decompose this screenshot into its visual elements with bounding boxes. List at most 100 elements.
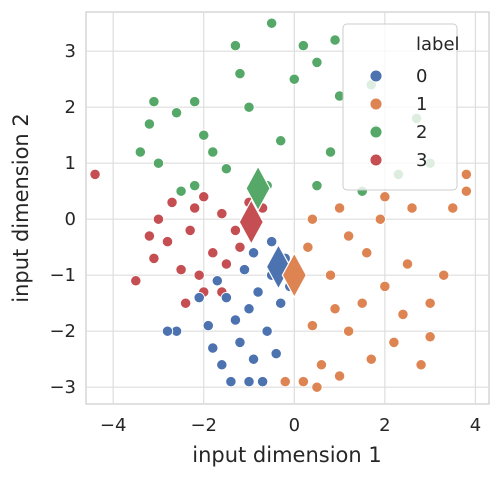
data-point-label-2 <box>198 129 210 141</box>
y-tick-label: 0 <box>65 209 76 230</box>
x-tick-label: −2 <box>190 415 217 436</box>
data-point-label-1 <box>342 230 355 242</box>
data-point-label-3 <box>143 230 156 242</box>
data-point-label-0 <box>211 275 223 287</box>
data-point-label-3 <box>130 275 142 287</box>
x-axis-label: input dimension 1 <box>192 443 382 467</box>
data-point-label-1 <box>379 280 391 293</box>
data-point-label-2 <box>324 146 337 158</box>
data-point-label-3 <box>189 202 201 214</box>
data-point-label-3 <box>179 297 192 309</box>
legend-marker-3 <box>369 153 383 167</box>
legend: label 0 1 2 3 <box>342 23 460 191</box>
data-point-label-3 <box>148 252 160 265</box>
data-point-label-0 <box>275 297 287 309</box>
data-point-label-1 <box>315 359 328 371</box>
data-point-label-2 <box>329 34 341 46</box>
data-point-label-0 <box>220 291 233 304</box>
data-point-label-1 <box>356 297 368 309</box>
data-point-label-1 <box>460 185 473 197</box>
data-point-label-2 <box>220 163 233 175</box>
data-point-label-2 <box>152 157 165 169</box>
data-point-label-2 <box>148 95 160 108</box>
data-point-label-1 <box>401 258 414 270</box>
data-point-label-2 <box>134 146 146 158</box>
x-tick-label: 2 <box>379 415 390 436</box>
data-point-label-2 <box>143 118 156 130</box>
data-point-label-2 <box>170 107 183 119</box>
legend-marker-0 <box>369 69 383 83</box>
data-point-label-3 <box>216 207 228 220</box>
data-point-label-3 <box>229 224 242 237</box>
data-point-label-0 <box>261 325 273 337</box>
data-point-label-3 <box>207 247 219 259</box>
y-tick-label: −1 <box>49 265 76 286</box>
data-point-label-1 <box>379 191 391 203</box>
data-point-label-0 <box>161 325 174 337</box>
data-point-label-3 <box>166 196 178 209</box>
data-point-label-3 <box>152 213 165 225</box>
data-point-label-0 <box>252 286 264 298</box>
y-tick-label: 3 <box>65 41 76 62</box>
data-point-label-1 <box>333 202 346 214</box>
data-point-label-1 <box>406 202 418 214</box>
data-point-label-1 <box>329 303 341 315</box>
data-point-label-0 <box>247 353 260 365</box>
cluster-centers <box>238 165 307 299</box>
legend-title: label <box>416 34 460 55</box>
legend-box <box>342 23 458 191</box>
data-point-label-3 <box>175 263 187 276</box>
legend-label-1: 1 <box>416 94 427 115</box>
data-point-label-1 <box>324 269 337 281</box>
data-point-label-1 <box>365 353 377 365</box>
data-point-label-3 <box>184 224 196 237</box>
data-point-label-2 <box>311 56 323 69</box>
data-point-label-1 <box>447 202 459 214</box>
data-point-label-1 <box>302 241 314 253</box>
cluster-center-3 <box>238 198 264 246</box>
data-point-label-0 <box>216 359 228 371</box>
data-point-label-3 <box>234 241 246 253</box>
data-point-label-1 <box>397 308 409 321</box>
data-point-label-0 <box>238 263 251 276</box>
data-point-label-1 <box>374 213 386 225</box>
data-point-label-1 <box>361 247 373 259</box>
data-point-label-1 <box>311 381 323 393</box>
data-point-label-2 <box>207 146 219 158</box>
data-point-label-0 <box>243 303 255 315</box>
data-point-label-0 <box>243 375 255 388</box>
y-tick-label: −3 <box>49 377 76 398</box>
legend-entries: 0 1 2 3 <box>369 66 427 171</box>
data-point-label-1 <box>306 213 319 225</box>
data-point-label-2 <box>266 17 278 29</box>
data-point-label-2 <box>229 39 242 52</box>
data-point-label-1 <box>333 370 346 382</box>
y-tick-label: 2 <box>65 97 76 118</box>
cluster-center-2 <box>245 165 271 212</box>
data-point-label-1 <box>460 168 473 181</box>
data-point-label-0 <box>234 336 246 349</box>
data-point-label-1 <box>306 319 319 332</box>
data-point-label-2 <box>189 95 201 108</box>
data-point-label-3 <box>161 235 174 248</box>
data-point-label-3 <box>89 168 101 181</box>
data-point-label-0 <box>266 235 278 248</box>
cluster-center-1 <box>281 251 307 299</box>
data-point-label-2 <box>275 135 287 147</box>
data-point-label-2 <box>311 179 323 192</box>
data-point-label-1 <box>415 359 427 371</box>
data-point-label-3 <box>220 258 233 270</box>
x-tick-label: −4 <box>100 415 127 436</box>
y-tick-label: 1 <box>65 153 76 174</box>
data-point-label-0 <box>247 247 260 259</box>
data-point-label-1 <box>279 375 291 388</box>
x-axis-ticks: −4 −2 0 2 4 <box>100 415 481 436</box>
data-point-label-1 <box>424 331 436 343</box>
data-point-label-1 <box>388 336 400 349</box>
data-point-label-0 <box>202 319 214 332</box>
data-point-label-1 <box>342 325 355 337</box>
data-point-label-2 <box>297 39 309 52</box>
data-point-label-3 <box>198 191 210 203</box>
legend-label-2: 2 <box>416 122 427 143</box>
